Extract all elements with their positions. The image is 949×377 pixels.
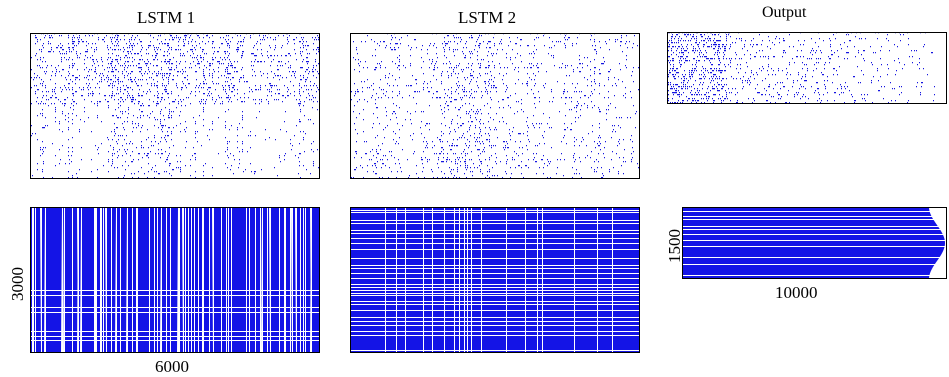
- heatmap-lstm2-sparse: [350, 33, 640, 179]
- heatmap-output-sparse: [667, 32, 947, 104]
- heatmap-output-dense: [682, 207, 947, 279]
- x-axis-label-lstm1: 6000: [155, 357, 189, 377]
- heatmap-lstm2-dense: [350, 207, 640, 353]
- chart-title-output: Output: [762, 4, 806, 22]
- chart-title-lstm2: LSTM 2: [458, 8, 516, 28]
- y-axis-label-lstm1: 3000: [8, 267, 28, 301]
- heatmap-lstm1-dense: [30, 207, 320, 353]
- dense-fill: [682, 207, 947, 279]
- heatmap-lstm1-sparse: [30, 33, 320, 179]
- y-axis-label-output: 1500: [665, 229, 685, 263]
- x-axis-label-output: 10000: [775, 283, 818, 303]
- chart-title-lstm1: LSTM 1: [137, 8, 195, 28]
